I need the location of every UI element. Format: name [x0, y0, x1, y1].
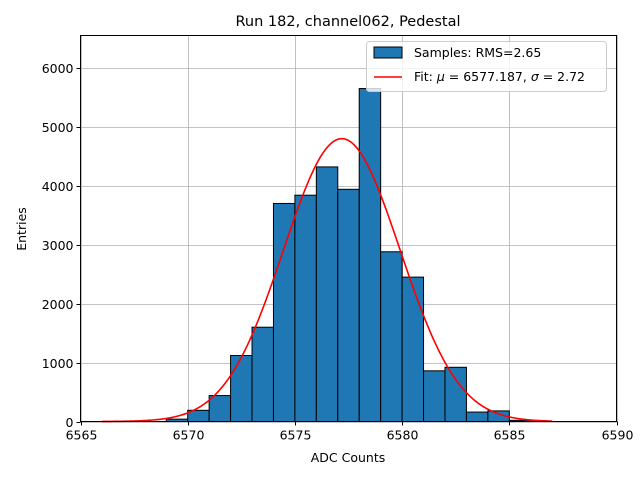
y-tick-label: 2000 — [42, 297, 74, 312]
chart-title: Run 182, channel062, Pedestal — [235, 14, 460, 30]
legend-fit-mu-value: = 6577.187, — [445, 69, 531, 84]
histogram-bar — [465, 411, 489, 422]
legend-fit-prefix: Fit: — [414, 69, 437, 84]
histogram-bar — [337, 188, 360, 422]
gaussian-fit-curve — [101, 137, 553, 423]
legend-fit-sigma-symbol: σ — [531, 69, 540, 84]
y-axis-label: Entries — [14, 207, 29, 251]
histogram-bar — [358, 88, 382, 422]
histogram-bar — [251, 326, 274, 423]
histogram-bar — [315, 166, 339, 422]
histogram-bars — [165, 88, 532, 423]
x-tick-label: 6585 — [494, 428, 526, 443]
legend-label-samples: Samples: RMS=2.65 — [414, 45, 541, 60]
legend-fit-mu-symbol: μ — [436, 69, 445, 84]
histogram-bar — [401, 276, 425, 422]
x-tick-label: 6565 — [66, 428, 98, 443]
plot-frame — [80, 35, 617, 422]
x-tick-label: 6590 — [602, 428, 634, 443]
legend-box — [366, 41, 607, 92]
legend-swatch-samples — [373, 46, 403, 59]
histogram-bar — [208, 395, 232, 422]
x-tick-label: 6580 — [387, 428, 419, 443]
y-tick-label: 5000 — [42, 120, 74, 135]
histogram-bar — [230, 354, 253, 422]
y-tick-label: 1000 — [42, 356, 74, 371]
y-tick-label: 4000 — [42, 179, 74, 194]
y-axis-ticks: 0 1000 2000 3000 4000 5000 6000 — [42, 61, 81, 430]
y-tick-label: 3000 — [42, 238, 74, 253]
histogram-bar — [423, 370, 446, 423]
histogram-bar — [380, 251, 403, 422]
x-tick-label: 6570 — [173, 428, 205, 443]
y-tick-label: 6000 — [42, 61, 74, 76]
legend-label-fit: Fit: μ = 6577.187, σ = 2.72 — [414, 69, 585, 84]
x-axis-label: ADC Counts — [311, 450, 386, 465]
x-tick-label: 6575 — [280, 428, 312, 443]
y-tick-label: 0 — [66, 415, 74, 430]
legend-fit-sigma-value: = 2.72 — [539, 69, 585, 84]
histogram-bar — [444, 366, 467, 422]
legend: Samples: RMS=2.65 Fit: μ = 6577.187, σ =… — [366, 41, 607, 92]
x-axis-ticks: 6565 6570 6575 6580 6585 6590 — [66, 421, 634, 443]
histogram-bar — [272, 202, 296, 422]
histogram-bar — [294, 194, 317, 422]
